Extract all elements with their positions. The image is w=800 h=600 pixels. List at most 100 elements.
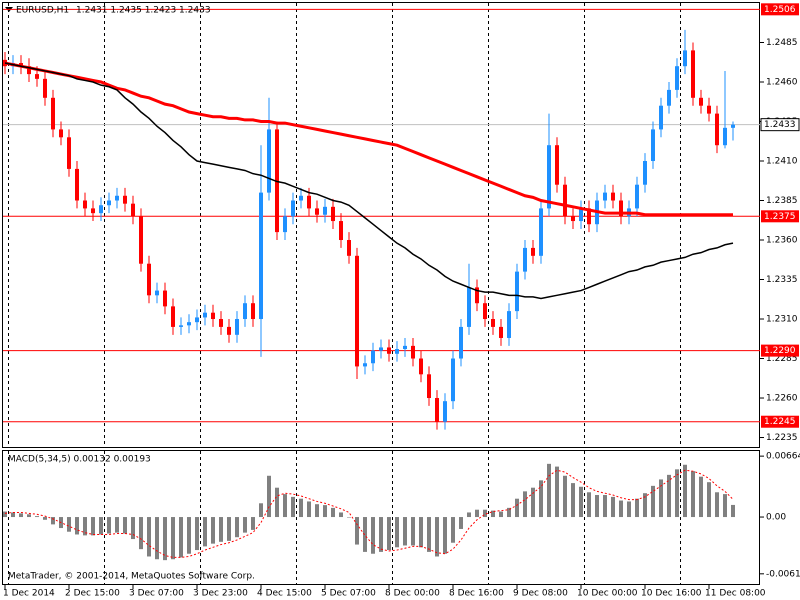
macd-bar <box>67 517 71 532</box>
macd-bar <box>27 514 31 518</box>
macd-bar <box>699 476 703 518</box>
candle-body <box>339 221 343 241</box>
candle-body <box>171 306 175 327</box>
macd-bar <box>123 517 127 534</box>
moving-average <box>4 62 734 300</box>
y-tick-label: 1.2335 <box>766 275 798 285</box>
candle-body <box>59 129 63 138</box>
macd-bar <box>587 492 591 518</box>
candle-body <box>291 200 295 217</box>
candle-body <box>619 200 623 217</box>
macd-bar <box>371 517 375 554</box>
macd-bar <box>659 479 663 518</box>
macd-bar <box>323 505 327 518</box>
macd-bar <box>171 517 175 560</box>
candle-body <box>131 203 135 217</box>
candle-body <box>187 322 191 326</box>
candle-body <box>707 105 711 114</box>
candle-body <box>299 195 303 201</box>
macd-bar <box>299 498 303 518</box>
candle-body <box>243 303 247 320</box>
candle-body <box>43 78 47 98</box>
candle-body <box>235 319 239 335</box>
candle-body <box>363 363 367 367</box>
candle-body <box>227 326 231 335</box>
candle-body <box>603 192 607 201</box>
candle-body <box>147 263 151 296</box>
candle-body <box>155 290 159 296</box>
macd-bar <box>595 495 599 518</box>
macd-bar <box>635 498 639 518</box>
candle-body <box>731 124 735 128</box>
macd-bar <box>731 504 735 518</box>
candle-body <box>323 206 327 215</box>
macd-bar <box>331 507 335 518</box>
macd-bar <box>3 511 7 518</box>
macd-bar <box>675 469 679 518</box>
candle-body <box>491 319 495 327</box>
macd-bar <box>571 483 575 518</box>
macd-bar <box>83 517 87 536</box>
candle-body <box>691 50 695 98</box>
macd-bar <box>515 498 519 518</box>
candle-body <box>219 319 223 327</box>
candle-body <box>675 66 679 90</box>
candle-body <box>579 208 583 222</box>
macd-bar <box>275 487 279 518</box>
macd-bar <box>51 517 55 525</box>
candle-body <box>99 205 103 214</box>
y-tick-label: 0.00 <box>766 513 786 523</box>
y-tick-label: 1.2260 <box>766 394 798 404</box>
level-label-box <box>761 415 799 428</box>
macd-bar <box>283 494 287 518</box>
level-label: 1.2506 <box>764 5 796 15</box>
candle-body <box>483 303 487 320</box>
level-label: 1.2245 <box>764 417 796 427</box>
x-tick-label: 8 Dec 16:00 <box>449 589 504 599</box>
candle-body <box>587 208 591 225</box>
candle-body <box>563 184 567 217</box>
macd-bar <box>603 495 607 518</box>
footer: MetaTrader, © 2001-2014, MetaQuotes Soft… <box>8 572 255 582</box>
candle-body <box>395 349 399 354</box>
macd-bar <box>131 517 135 540</box>
y-tick-label: 1.2460 <box>766 78 798 88</box>
level-label: 1.2290 <box>764 346 796 356</box>
candle-body <box>211 312 215 320</box>
candle-body <box>683 50 687 67</box>
candle-body <box>123 195 127 204</box>
candle-body <box>203 312 207 318</box>
macd-bar <box>11 512 15 518</box>
x-tick-label: 9 Dec 08:00 <box>513 589 568 599</box>
macd-bar <box>523 491 527 518</box>
y-tick-label: 1.2310 <box>766 315 798 325</box>
candle-body <box>75 168 79 201</box>
candle-body <box>387 347 391 354</box>
macd-bar <box>459 517 463 529</box>
macd-bar <box>203 517 207 547</box>
candle-body <box>555 145 559 185</box>
candle-body <box>19 63 23 67</box>
macd-bar <box>715 492 719 518</box>
candle-body <box>259 192 263 320</box>
candle-body <box>315 208 319 215</box>
macd-bar <box>107 517 111 534</box>
macd-bar <box>187 517 191 554</box>
macd-bar <box>467 512 471 518</box>
macd-bar <box>43 517 47 520</box>
macd-bar <box>147 517 151 557</box>
macd-title: MACD(5,34,5) 0.00132 0.00193 <box>8 455 151 465</box>
signal-line <box>4 469 734 558</box>
macd-bar <box>379 517 383 552</box>
macd-bar <box>115 517 119 533</box>
macd-bar <box>683 464 687 518</box>
candle-body <box>515 271 519 312</box>
macd-bar <box>91 517 95 536</box>
candle-body <box>35 74 39 79</box>
macd-bar <box>723 494 727 518</box>
price-label-box <box>760 118 800 132</box>
candle-body <box>507 311 511 338</box>
macd-bar <box>251 517 255 530</box>
